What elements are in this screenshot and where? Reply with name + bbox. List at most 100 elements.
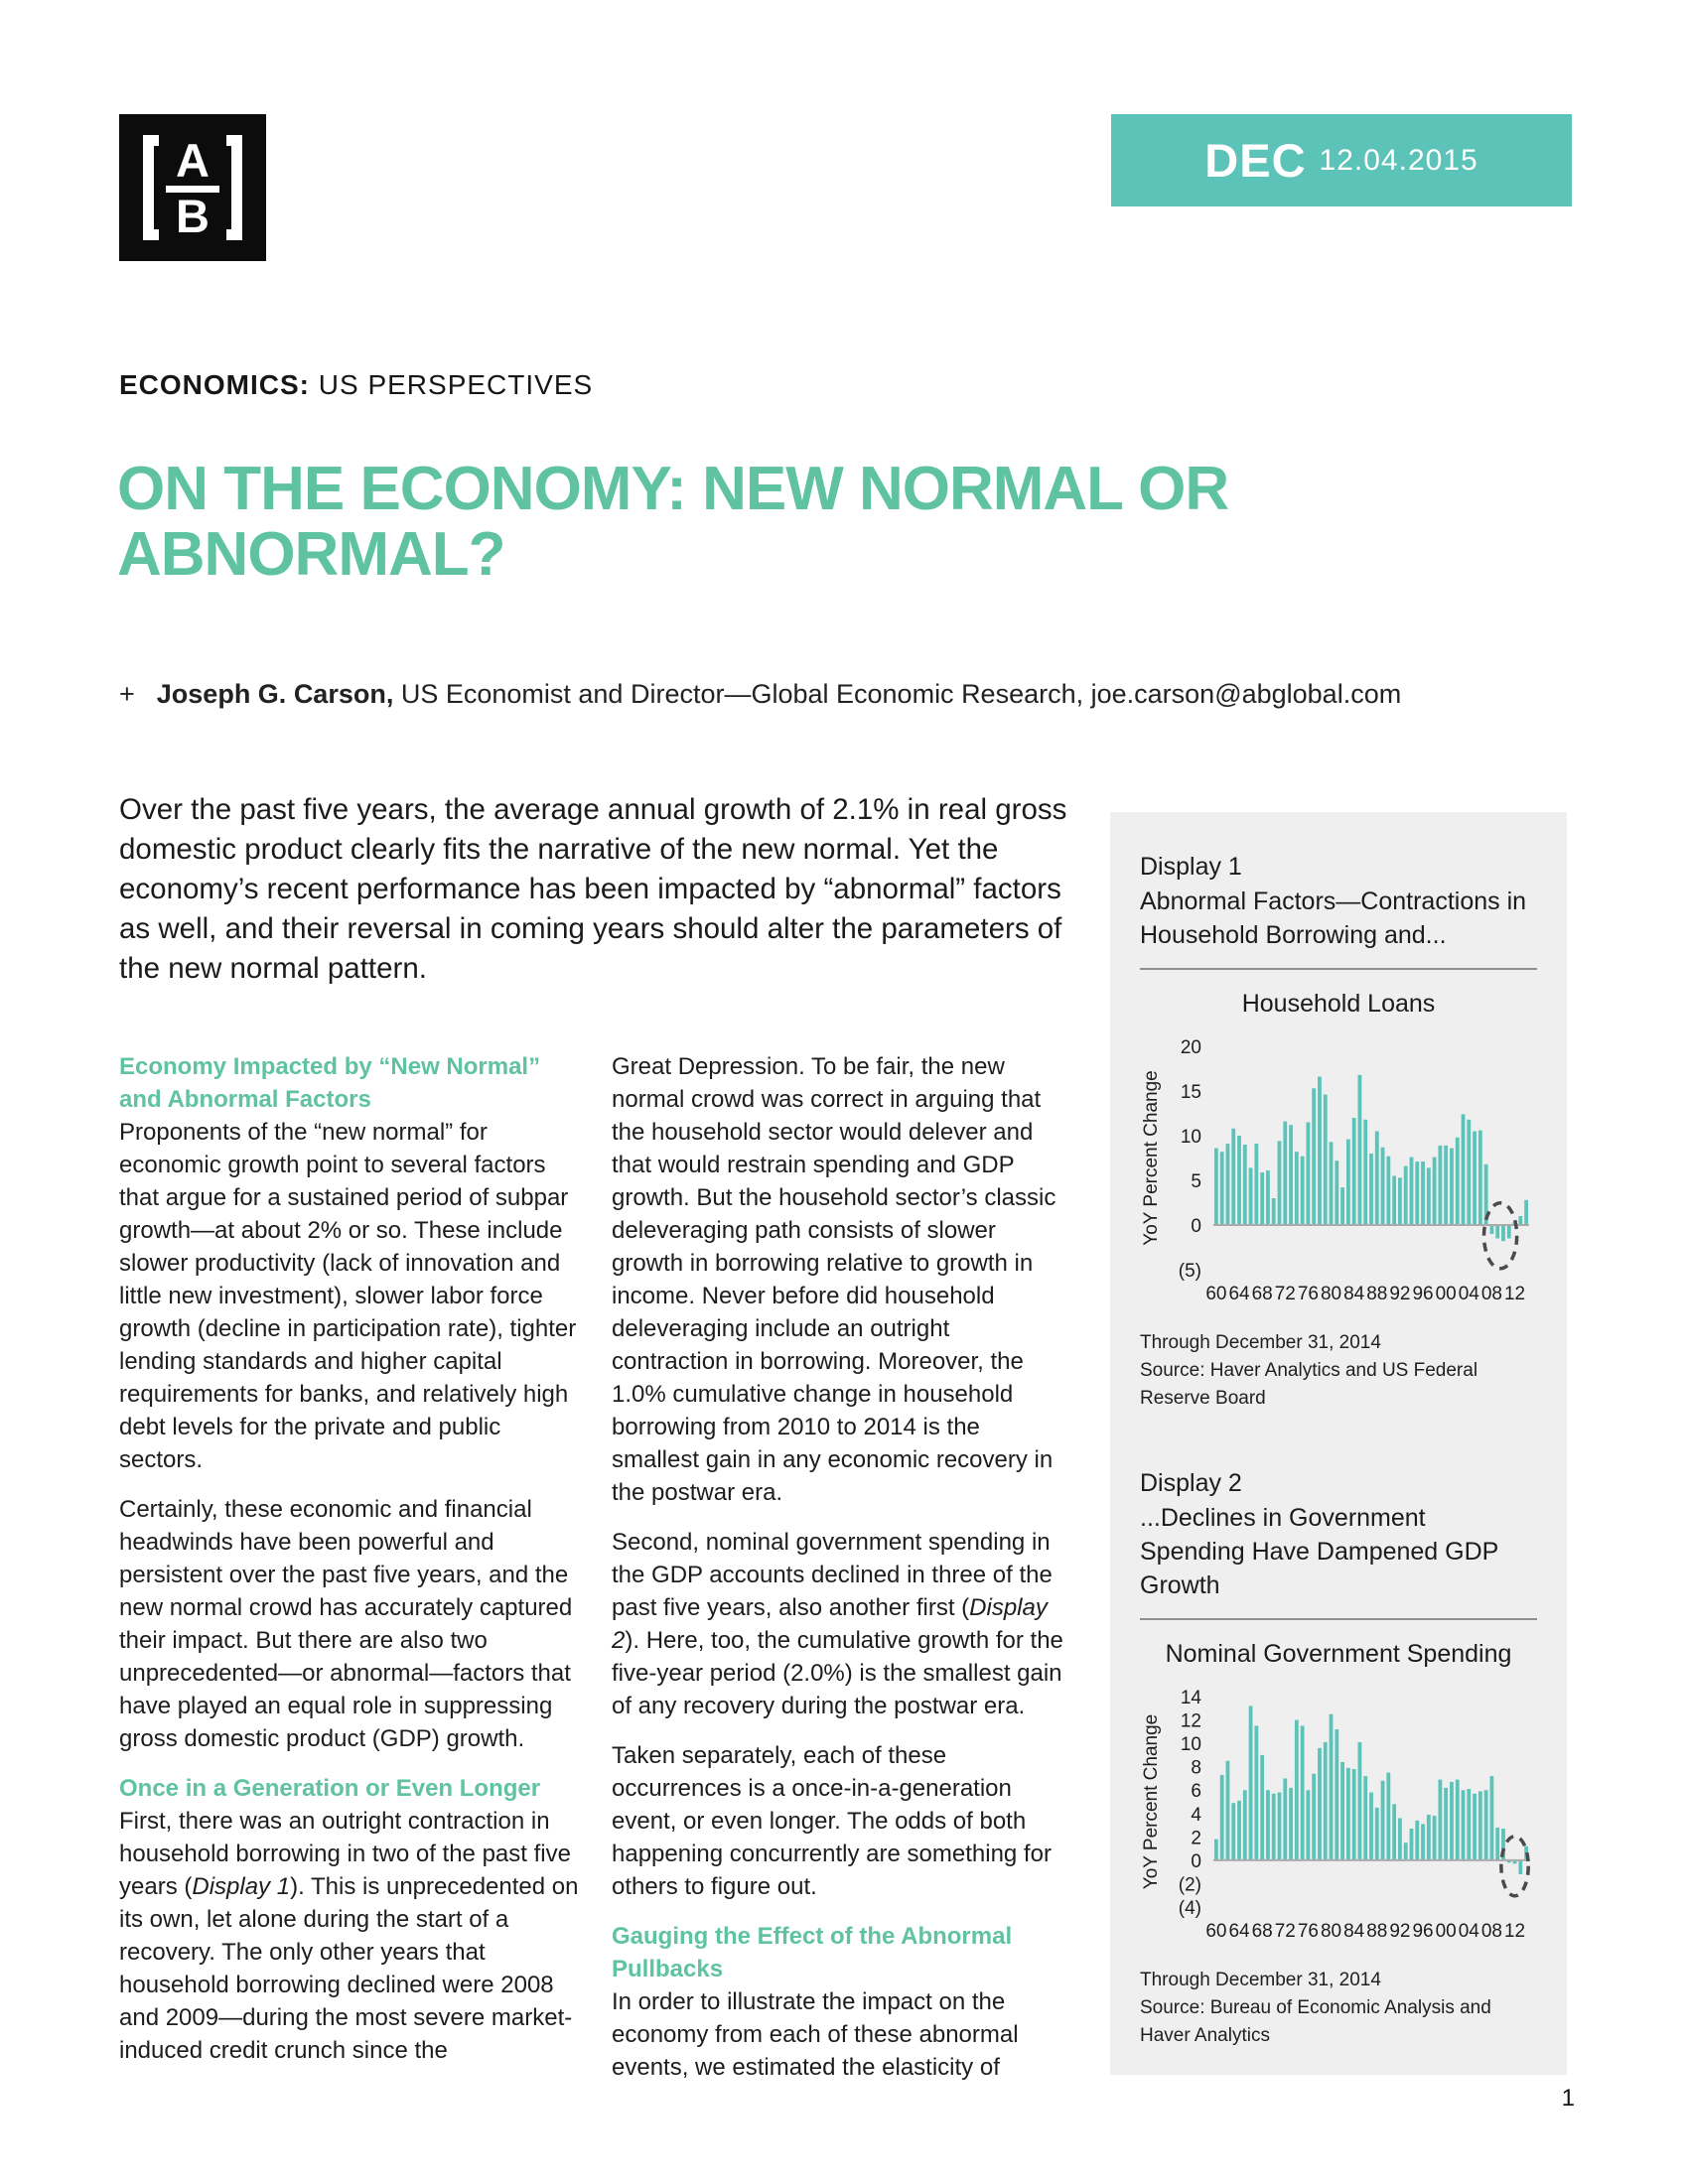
eyebrow-category: ECONOMICS: — [119, 369, 310, 400]
svg-text:84: 84 — [1343, 1284, 1365, 1304]
right-bracket-glyph — [226, 135, 242, 240]
logo-letter-a: A — [176, 133, 210, 187]
svg-text:64: 64 — [1228, 1284, 1250, 1304]
svg-text:88: 88 — [1366, 1284, 1387, 1304]
svg-text:80: 80 — [1321, 1921, 1341, 1942]
svg-text:76: 76 — [1298, 1284, 1319, 1304]
middle-column: Great Depression. To be fair, the new no… — [612, 1050, 1072, 2101]
svg-text:08: 08 — [1481, 1284, 1502, 1304]
abnormal-years-circle — [1481, 1201, 1519, 1271]
chart1-source: Source: Haver Analytics and US Federal R… — [1140, 1360, 1478, 1409]
body-paragraph: Taken separately, each of these occurren… — [612, 1742, 1052, 1900]
date-banner: DEC 12.04.2015 — [1111, 114, 1572, 206]
svg-text:96: 96 — [1412, 1921, 1433, 1942]
svg-text:64: 64 — [1228, 1921, 1250, 1942]
display2-title: ...Declines in Government Spending Have … — [1140, 1504, 1498, 1599]
display2-divider — [1140, 1618, 1537, 1620]
svg-text:00: 00 — [1436, 1921, 1457, 1942]
logo-letters: A B — [166, 133, 219, 242]
chart1-title: Household Loans — [1241, 990, 1436, 1018]
chart2-title: Nominal Government Spending — [1165, 1640, 1512, 1668]
svg-text:68: 68 — [1252, 1921, 1273, 1942]
plus-marker: + — [119, 679, 135, 709]
svg-text:12: 12 — [1504, 1284, 1525, 1304]
body-paragraph: Proponents of the “new normal” for econo… — [119, 1119, 577, 1473]
chart2-through: Through December 31, 2014 — [1140, 1970, 1381, 1990]
svg-text:60: 60 — [1205, 1284, 1226, 1304]
svg-text:08: 08 — [1481, 1921, 1502, 1942]
svg-text:92: 92 — [1389, 1921, 1410, 1942]
section-heading: Economy Impacted by “New Normal” and Abn… — [119, 1053, 541, 1113]
svg-text:72: 72 — [1275, 1921, 1296, 1942]
svg-text:(4): (4) — [1179, 1898, 1201, 1919]
svg-text:92: 92 — [1389, 1284, 1410, 1304]
bars — [1213, 1074, 1529, 1242]
left-bracket-glyph — [143, 135, 159, 240]
body-columns: Economy Impacted by “New Normal” and Abn… — [119, 1050, 1072, 2101]
section-heading: Gauging the Effect of the Abnormal Pullb… — [612, 1923, 1013, 1982]
body-paragraph: Great Depression. To be fair, the new no… — [612, 1053, 1056, 1506]
page-number: 1 — [1561, 2085, 1575, 2112]
svg-text:04: 04 — [1459, 1921, 1480, 1942]
author-role: US Economist and Director—Global Economi… — [393, 679, 1402, 709]
svg-text:(5): (5) — [1179, 1261, 1201, 1282]
svg-text:72: 72 — [1275, 1284, 1296, 1304]
display1-label: Display 1 — [1140, 853, 1242, 881]
y-axis-label: YoY Percent Change — [1141, 1070, 1162, 1245]
sidebar-panel: Display 1 Abnormal Factors—Contractions … — [1110, 812, 1567, 2075]
spacer — [1140, 1413, 1537, 1468]
y-axis-ticks: 20 15 10 5 0 (5) — [1179, 1037, 1201, 1282]
banner-date: 12.04.2015 — [1319, 143, 1478, 177]
body-paragraph: Certainly, these economic and financial … — [119, 1496, 573, 1752]
svg-text:10: 10 — [1181, 1127, 1201, 1148]
chart2-source: Source: Bureau of Economic Analysis and … — [1140, 1997, 1491, 2046]
svg-text:84: 84 — [1343, 1921, 1365, 1942]
svg-text:76: 76 — [1298, 1921, 1319, 1942]
body-paragraph: First, there was an outright contraction… — [119, 1808, 579, 2064]
svg-text:2: 2 — [1191, 1828, 1201, 1848]
x-axis-ticks: 60 64 68 72 76 80 84 88 92 96 00 04 08 12 — [1205, 1284, 1525, 1304]
author-name: Joseph G. Carson, — [156, 679, 394, 709]
chart1-through: Through December 31, 2014 — [1140, 1332, 1381, 1353]
bars — [1213, 1706, 1529, 1875]
svg-text:68: 68 — [1252, 1284, 1273, 1304]
section-heading: Once in a Generation or Even Longer — [119, 1775, 541, 1802]
page-title: ON THE ECONOMY: NEW NORMAL OR ABNORMAL? — [117, 455, 1229, 589]
svg-text:12: 12 — [1504, 1921, 1525, 1942]
abnormal-years-circle — [1499, 1835, 1530, 1898]
svg-text:15: 15 — [1181, 1082, 1201, 1103]
x-axis-ticks: 60 64 68 72 76 80 84 88 92 96 00 04 08 12 — [1205, 1921, 1525, 1942]
logo-letter-b: B — [176, 189, 210, 242]
svg-text:14: 14 — [1181, 1688, 1202, 1708]
svg-text:04: 04 — [1459, 1284, 1480, 1304]
display2-label: Display 2 — [1140, 1469, 1242, 1497]
svg-text:5: 5 — [1191, 1171, 1201, 1192]
svg-text:8: 8 — [1191, 1758, 1201, 1779]
svg-text:6: 6 — [1191, 1781, 1201, 1802]
svg-text:0: 0 — [1191, 1216, 1201, 1237]
display1-divider — [1140, 968, 1537, 970]
svg-text:20: 20 — [1181, 1037, 1201, 1058]
byline: + Joseph G. Carson, US Economist and Dire… — [119, 679, 1401, 710]
government-spending-chart: 14 12 10 8 6 4 2 0 (2) (4) YoY Percent Change 60 64 6… — [1140, 1681, 1537, 1951]
household-loans-chart: 20 15 10 5 0 (5) YoY Percent Change 60 64 68 72 76 8… — [1140, 1030, 1537, 1313]
svg-text:00: 00 — [1436, 1284, 1457, 1304]
category-eyebrow: ECONOMICS: US PERSPECTIVES — [119, 369, 593, 401]
svg-text:80: 80 — [1321, 1284, 1341, 1304]
logo-divider — [166, 185, 219, 193]
body-paragraph: In order to illustrate the impact on the… — [612, 1988, 1019, 2081]
svg-text:88: 88 — [1366, 1921, 1387, 1942]
ab-logo: A B — [119, 114, 266, 261]
svg-text:(2): (2) — [1179, 1874, 1201, 1895]
svg-text:60: 60 — [1205, 1921, 1226, 1942]
svg-text:96: 96 — [1412, 1284, 1433, 1304]
svg-text:10: 10 — [1181, 1734, 1201, 1755]
body-paragraph: Second, nominal government spending in t… — [612, 1529, 1063, 1719]
banner-month: DEC — [1204, 134, 1307, 187]
y-axis-label: YoY Percent Change — [1141, 1714, 1162, 1889]
left-column: Economy Impacted by “New Normal” and Abn… — [119, 1050, 580, 2101]
display1-title: Abnormal Factors—Contractions in Househo… — [1140, 887, 1527, 949]
